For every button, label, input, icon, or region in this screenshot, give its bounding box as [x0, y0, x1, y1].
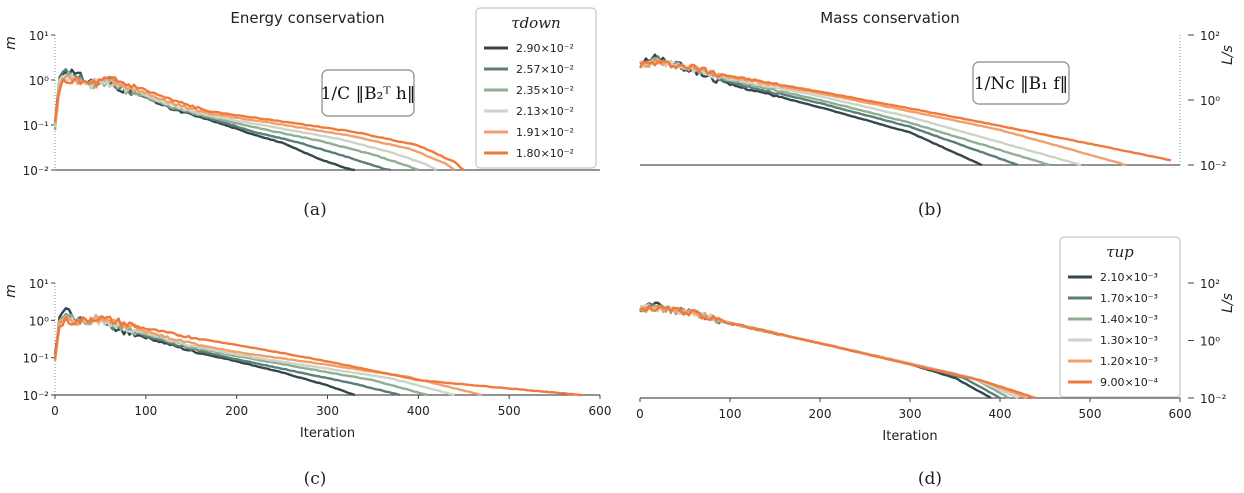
legend: τup 2.10×10⁻³ 1.70×10⁻³ 1.40×10⁻³ 1.30×10⁻³ 1… [1059, 236, 1181, 398]
y-tick-label: 10⁰ [29, 314, 49, 328]
chart-title: Energy conservation [230, 9, 384, 27]
y-tick-label: 10⁻² [23, 389, 50, 403]
series-line [53, 75, 456, 171]
svg-text:1/Nc ‖B₁ f‖: 1/Nc ‖B₁ f‖ [974, 74, 1068, 94]
x-tick-label: 500 [498, 404, 521, 418]
series-line [639, 303, 1019, 400]
y-tick-label: 10⁰ [29, 74, 49, 88]
legend-entry: 1.30×10⁻³ [1100, 334, 1158, 347]
panel-caption: (b) [918, 200, 942, 220]
panel-caption: (c) [304, 469, 327, 489]
x-tick-label: 600 [1169, 407, 1192, 421]
legend-entry: 2.57×10⁻² [516, 63, 574, 76]
x-tick-label: 300 [316, 404, 339, 418]
x-tick-label: 400 [989, 407, 1012, 421]
y-tick-label: 10⁰ [1200, 335, 1220, 349]
series-line [53, 70, 419, 172]
legend-entry: 1.80×10⁻² [516, 147, 574, 160]
y-tick-label: 10⁻² [23, 164, 50, 178]
legend-entry: 2.13×10⁻² [516, 105, 574, 118]
series-line [53, 68, 392, 172]
x-axis-label: Iteration [300, 426, 355, 441]
y-tick-label: 10¹ [29, 29, 49, 43]
chart-panel-3: 10⁻² 10⁻¹ 10⁰ 10¹ m 0 100 200 300 400 500 600 Iterat… [3, 277, 611, 441]
series-line [639, 304, 1010, 400]
chart-title: Mass conservation [820, 9, 959, 27]
y-axis-label: m [3, 36, 19, 50]
x-tick-label: 0 [51, 404, 59, 418]
y-tick-label: 10⁻¹ [23, 119, 50, 133]
legend-entry: 1.20×10⁻³ [1100, 355, 1158, 368]
x-tick-label: 300 [899, 407, 922, 421]
series-line [639, 305, 1028, 400]
legend: τdown 2.90×10⁻² 2.57×10⁻² 2.35×10⁻² 2.13×10⁻… [475, 7, 597, 169]
y-axis-label: m [3, 284, 19, 298]
series-line [53, 74, 438, 171]
series-line [53, 313, 401, 397]
series-line [53, 68, 355, 172]
x-tick-label: 200 [225, 404, 248, 418]
legend-entry: 9.00×10⁻⁴ [1100, 376, 1159, 389]
legend-entry: 2.10×10⁻³ [1100, 271, 1158, 284]
x-tick-label: 100 [134, 404, 157, 418]
chart-panel-1: 10⁻² 10⁻¹ 10⁰ 10¹ m Energy conservation 1/C ‖B… [3, 7, 600, 178]
x-tick-label: 600 [589, 404, 612, 418]
legend-entry: 1.40×10⁻³ [1100, 313, 1158, 326]
svg-text:1/C ‖B₂ᵀ h‖: 1/C ‖B₂ᵀ h‖ [321, 84, 416, 104]
y-tick-label: 10² [1200, 277, 1220, 291]
captions: (a) (b) (c) (d) [303, 200, 942, 489]
legend-entry: 1.91×10⁻² [516, 126, 574, 139]
series-line [639, 301, 992, 400]
x-tick-label: 100 [719, 407, 742, 421]
y-tick-label: 10⁻² [1200, 392, 1227, 406]
panels: 10⁻² 10⁻¹ 10⁰ 10¹ m Energy conservation 1/C ‖B… [3, 7, 1236, 444]
x-tick-label: 200 [809, 407, 832, 421]
legend-entry: 2.90×10⁻² [516, 42, 574, 55]
series-line [53, 314, 582, 397]
y-axis-label: L/s [1220, 293, 1236, 313]
x-axis-label: Iteration [882, 429, 937, 444]
series-line [639, 304, 1037, 400]
y-tick-label: 10⁻² [1200, 159, 1227, 173]
y-tick-label: 10¹ [29, 277, 49, 291]
legend-entry: 2.35×10⁻² [516, 84, 574, 97]
legend-title: τdown [511, 14, 560, 32]
formula-annotation: 1/C ‖B₂ᵀ h‖ [321, 69, 416, 117]
legend-title: τup [1106, 243, 1134, 261]
y-axis-label: L/s [1220, 45, 1236, 65]
panel-caption: (d) [918, 469, 942, 489]
formula-annotation: 1/Nc ‖B₁ f‖ [972, 61, 1070, 105]
y-tick-label: 10⁻¹ [23, 352, 50, 366]
series-line [53, 75, 465, 171]
legend-entry: 1.70×10⁻³ [1100, 292, 1158, 305]
y-tick-label: 10² [1200, 29, 1220, 43]
y-tick-label: 10⁰ [1200, 94, 1220, 108]
series-line [638, 59, 1172, 162]
x-tick-label: 0 [636, 407, 644, 421]
series-line [639, 59, 1082, 167]
series-line [639, 53, 983, 167]
x-tick-label: 400 [407, 404, 430, 418]
x-tick-label: 500 [1079, 407, 1102, 421]
series-line [639, 302, 1001, 400]
panel-caption: (a) [303, 200, 326, 220]
